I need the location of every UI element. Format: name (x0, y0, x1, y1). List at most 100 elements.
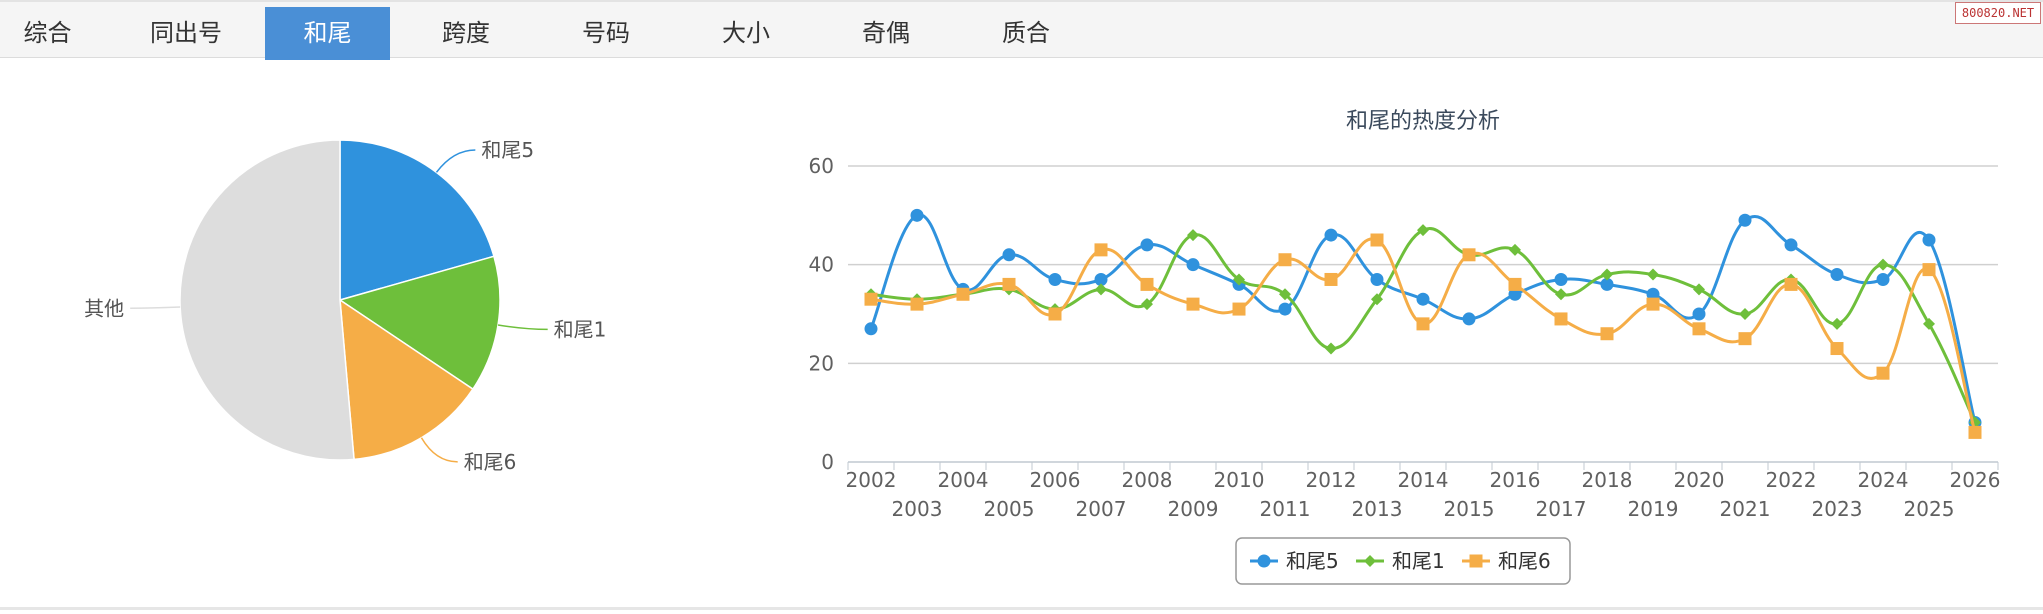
data-point (1371, 293, 1383, 306)
data-point (1508, 287, 1522, 301)
data-point (1738, 213, 1752, 227)
x-tick-label: 2004 (938, 468, 989, 492)
data-point (1095, 283, 1107, 296)
x-tick-label: 2006 (1030, 468, 1081, 492)
pie-label-connector (497, 324, 548, 331)
data-point (1646, 297, 1660, 311)
data-point (1370, 233, 1384, 247)
tab-haoma[interactable]: 号码 (582, 19, 630, 47)
data-point (1693, 283, 1705, 296)
tab-daxiao[interactable]: 大小 (722, 19, 770, 47)
pie-slice-label: 和尾1 (554, 317, 607, 341)
x-tick-label: 2025 (1904, 497, 1955, 521)
x-tick-label: 2003 (892, 497, 943, 521)
legend-marker (1469, 554, 1483, 568)
pie-slice (339, 298, 474, 461)
data-point (1784, 277, 1798, 291)
data-point (1094, 243, 1108, 257)
x-tick-label: 2005 (984, 497, 1035, 521)
x-tick-label: 2011 (1260, 497, 1311, 521)
data-point (1646, 287, 1660, 301)
data-point (1876, 366, 1890, 380)
tab-tongchuhao[interactable]: 同出号 (150, 19, 222, 47)
data-point (1877, 258, 1889, 271)
data-point (1325, 342, 1337, 355)
x-tick-label: 2008 (1122, 468, 1173, 492)
tab-zhihe[interactable]: 质合 (1002, 19, 1050, 47)
data-point (1186, 297, 1200, 311)
pie-slice (339, 139, 495, 301)
x-tick-label: 2024 (1858, 468, 1909, 492)
data-point (1738, 332, 1752, 346)
data-point (1233, 273, 1245, 286)
pie-slice (338, 255, 501, 391)
pie-slice-label: 其他 (84, 296, 124, 320)
data-point (1416, 317, 1430, 331)
data-point (1923, 317, 1935, 330)
tab-hewei[interactable]: 和尾 (265, 7, 390, 60)
data-point (864, 322, 878, 336)
series-line (870, 237, 1977, 433)
data-point (910, 297, 924, 311)
data-point (1141, 298, 1153, 311)
x-tick-label: 2007 (1076, 497, 1127, 521)
series-3 (864, 233, 1982, 439)
data-point (1508, 277, 1522, 291)
data-point (1554, 312, 1568, 326)
data-point (910, 208, 924, 222)
data-point (1002, 277, 1016, 291)
data-point (1370, 272, 1384, 286)
data-point (864, 292, 878, 306)
tab-bar: 综合 同出号 和尾 跨度 号码 大小 奇偶 质合 (0, 0, 2043, 60)
data-point (1922, 233, 1936, 247)
data-point (1048, 307, 1062, 321)
data-point (1692, 322, 1706, 336)
x-tick-label: 2016 (1490, 468, 1541, 492)
data-point (1279, 288, 1291, 301)
x-tick-label: 2010 (1214, 468, 1265, 492)
pie-label-connector (435, 149, 476, 173)
data-point (1002, 248, 1016, 262)
data-point (1784, 238, 1798, 252)
data-point (1140, 277, 1154, 291)
data-point (1922, 263, 1936, 277)
x-tick-label: 2020 (1674, 468, 1725, 492)
y-tick-label: 40 (809, 253, 834, 277)
legend-label: 和尾6 (1498, 549, 1551, 573)
x-tick-label: 2022 (1766, 468, 1817, 492)
legend-marker (1364, 555, 1376, 567)
x-tick-label: 2015 (1444, 497, 1495, 521)
pie-chart: 和尾5 和尾1 和尾6 其他 (84, 138, 606, 474)
data-point (1232, 302, 1246, 316)
data-point (1600, 327, 1614, 341)
bottom-divider (0, 607, 2043, 610)
x-tick-label: 2018 (1582, 468, 1633, 492)
line-chart: 和尾的热度分析 0 20 40 60 2002 2003 2004 2005 2006 2007 20… (809, 109, 2000, 585)
y-tick-label: 60 (809, 154, 834, 178)
pie-label-connector (130, 306, 181, 310)
legend-label: 和尾5 (1286, 549, 1339, 573)
data-point (1094, 272, 1108, 286)
x-tick-label: 2017 (1536, 497, 1587, 521)
data-point (1278, 253, 1292, 267)
data-point (1462, 312, 1476, 326)
y-tick-label: 20 (809, 351, 834, 375)
data-point (1417, 224, 1429, 237)
legend-box (1235, 537, 1571, 585)
tab-jiou[interactable]: 奇偶 (862, 19, 910, 47)
legend-label: 和尾1 (1392, 549, 1445, 573)
y-tick-label: 0 (821, 450, 834, 474)
x-tick-label: 2014 (1398, 468, 1449, 492)
data-point (1831, 317, 1843, 330)
tab-zonghe[interactable]: 综合 (23, 19, 72, 47)
tab-kuadu[interactable]: 跨度 (442, 19, 490, 47)
pie-slice-label: 和尾6 (464, 450, 517, 474)
pie-slice-label: 和尾5 (481, 138, 534, 162)
data-point (1324, 272, 1338, 286)
data-point (1324, 228, 1338, 242)
data-point (1278, 302, 1292, 316)
x-tick-label: 2002 (846, 468, 897, 492)
data-point (1462, 248, 1476, 262)
x-tick-label: 2021 (1720, 497, 1771, 521)
